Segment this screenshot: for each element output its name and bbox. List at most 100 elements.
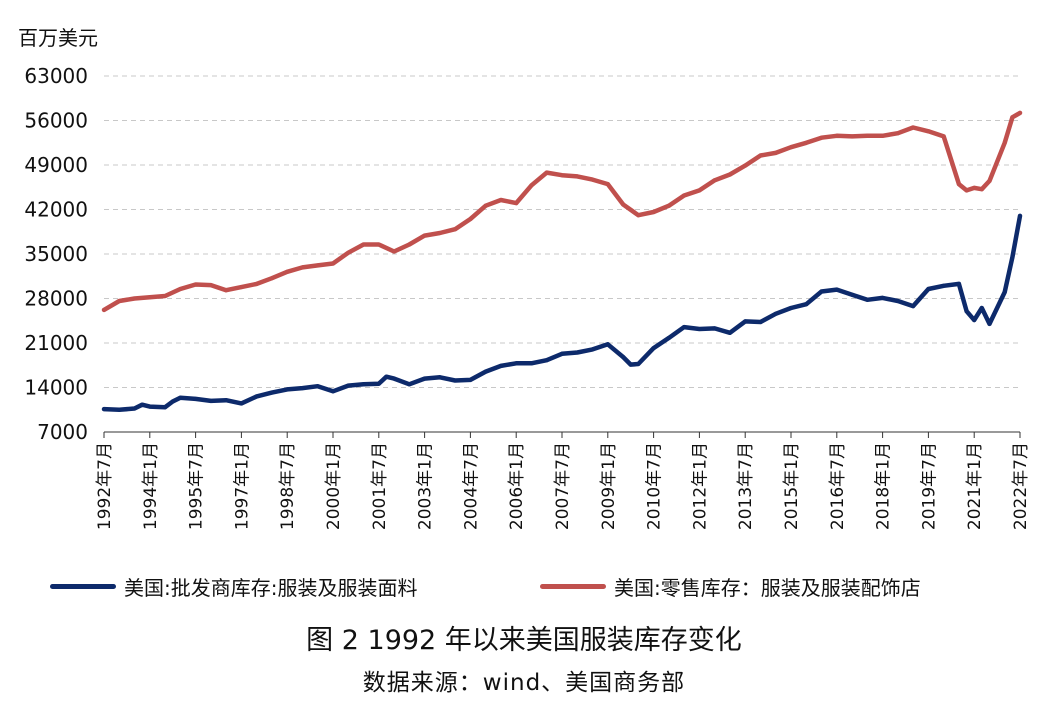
data-point-1 xyxy=(697,188,702,193)
data-point-1 xyxy=(483,203,488,208)
data-point-0 xyxy=(895,299,900,303)
data-point-1 xyxy=(636,213,641,218)
data-point-0 xyxy=(315,384,320,389)
data-point-0 xyxy=(208,398,213,403)
data-point-0 xyxy=(384,374,389,379)
data-point-0 xyxy=(437,375,442,380)
data-point-1 xyxy=(972,185,977,190)
y-unit-label: 百万美元 xyxy=(18,26,98,50)
data-point-1 xyxy=(941,134,946,139)
data-point-1 xyxy=(361,242,366,247)
data-point-0 xyxy=(758,320,763,324)
data-point-0 xyxy=(1018,213,1022,218)
data-point-1 xyxy=(498,198,503,202)
y-tick-label: 42000 xyxy=(24,198,88,222)
data-point-0 xyxy=(819,289,824,294)
data-point-0 xyxy=(269,390,274,395)
x-tick-label: 1992年7月 xyxy=(95,442,115,530)
data-point-0 xyxy=(987,321,992,326)
legend-label-retail: 美国:零售库存：服装及服装配饰店 xyxy=(614,576,921,600)
x-tick-label: 2016年7月 xyxy=(828,442,848,530)
data-point-1 xyxy=(178,287,183,291)
data-point-1 xyxy=(117,299,122,303)
legend-item-retail: 美国:零售库存：服装及服装配饰店 xyxy=(540,572,921,601)
data-point-1 xyxy=(269,276,274,281)
data-point-1 xyxy=(758,153,763,158)
data-point-0 xyxy=(834,287,839,292)
x-tick-label: 2007年7月 xyxy=(553,442,573,530)
data-point-1 xyxy=(773,150,778,155)
data-point-0 xyxy=(254,394,259,399)
y-axis: 7000 14000 21000 28000 35000 42000 49000 56000 6… xyxy=(24,64,88,444)
data-point-1 xyxy=(834,133,839,138)
data-point-1 xyxy=(514,201,519,206)
y-tick-label: 14000 xyxy=(24,376,88,400)
y-tick-label: 21000 xyxy=(24,331,88,355)
data-point-0 xyxy=(147,404,152,409)
data-point-0 xyxy=(514,361,519,366)
data-point-0 xyxy=(346,383,351,388)
data-point-1 xyxy=(804,140,809,145)
x-tick-label: 1994年1月 xyxy=(141,442,161,530)
legend: 美国:批发商库存:服装及服装面料 美国:零售库存：服装及服装配饰店 xyxy=(0,572,1048,606)
data-point-1 xyxy=(224,288,229,293)
y-tick-label: 56000 xyxy=(24,109,88,133)
x-tick-label: 2021年1月 xyxy=(965,442,985,530)
x-tick-label: 2001年7月 xyxy=(370,442,390,530)
data-point-0 xyxy=(544,358,549,363)
data-point-1 xyxy=(987,178,992,183)
data-point-0 xyxy=(392,376,397,381)
data-point-1 xyxy=(956,182,961,187)
data-point-0 xyxy=(560,351,564,356)
data-point-1 xyxy=(590,177,595,182)
data-point-1 xyxy=(315,263,320,268)
data-point-1 xyxy=(727,172,732,177)
data-point-0 xyxy=(789,306,793,310)
data-point-0 xyxy=(979,306,984,310)
series-lines xyxy=(101,110,1023,413)
y-tick-label: 28000 xyxy=(24,287,88,311)
data-source: 数据来源：wind、美国商务部 xyxy=(362,670,686,696)
data-point-1 xyxy=(789,145,793,150)
data-point-0 xyxy=(956,281,961,286)
data-point-1 xyxy=(468,217,473,221)
legend-swatch-wholesale xyxy=(50,584,116,589)
data-point-0 xyxy=(163,405,168,410)
data-point-1 xyxy=(712,178,717,183)
data-point-0 xyxy=(453,378,458,383)
data-point-1 xyxy=(254,281,259,286)
data-point-1 xyxy=(208,283,213,288)
legend-swatch-retail xyxy=(540,584,606,589)
data-point-0 xyxy=(628,362,633,367)
data-point-0 xyxy=(941,283,946,288)
data-point-1 xyxy=(132,296,137,301)
x-tick-label: 1997年1月 xyxy=(232,442,252,530)
x-tick-label: 2015年1月 xyxy=(782,442,802,530)
data-point-1 xyxy=(819,135,824,140)
data-point-0 xyxy=(422,376,427,381)
data-point-0 xyxy=(911,304,916,309)
data-point-0 xyxy=(651,346,656,351)
y-tick-label: 63000 xyxy=(24,64,88,88)
data-point-0 xyxy=(712,326,717,331)
data-point-0 xyxy=(590,347,595,352)
data-point-0 xyxy=(300,386,305,391)
data-point-0 xyxy=(636,362,641,366)
data-point-1 xyxy=(895,131,900,136)
legend-item-wholesale: 美国:批发商库存:服装及服装面料 xyxy=(50,572,417,601)
data-point-1 xyxy=(147,295,152,300)
data-point-1 xyxy=(1002,140,1007,145)
data-point-1 xyxy=(437,231,442,235)
data-point-0 xyxy=(498,363,503,368)
x-tick-label: 2019年7月 xyxy=(919,442,939,530)
data-point-0 xyxy=(224,398,229,403)
data-point-0 xyxy=(140,402,145,407)
data-point-0 xyxy=(972,318,977,323)
data-point-0 xyxy=(850,292,855,297)
data-point-0 xyxy=(117,407,122,412)
data-point-1 xyxy=(911,125,916,130)
data-point-0 xyxy=(773,311,778,316)
data-point-1 xyxy=(239,285,244,290)
y-tick-label: 35000 xyxy=(24,242,88,266)
data-point-0 xyxy=(682,325,687,330)
